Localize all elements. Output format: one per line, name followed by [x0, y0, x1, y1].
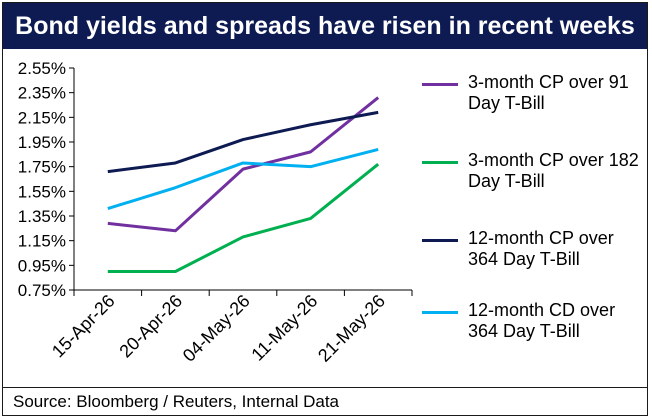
- x-tick-label: 11-May-26: [247, 291, 321, 365]
- y-tick-label: 2.15%: [18, 108, 66, 127]
- legend-swatch: [422, 311, 458, 314]
- y-tick-label: 2.55%: [18, 59, 66, 78]
- y-tick-label: 0.75%: [18, 281, 66, 300]
- legend-swatch: [422, 161, 458, 164]
- y-tick-label: 1.95%: [18, 133, 66, 152]
- series-line-1: [107, 96, 380, 233]
- y-tick-label: 0.95%: [18, 256, 66, 275]
- chart-title: Bond yields and spreads have risen in re…: [3, 3, 647, 49]
- y-tick-label: 1.55%: [18, 182, 66, 201]
- legend-swatch: [422, 83, 458, 86]
- legend-item: 3-month CP over 182 Day T-Bill: [418, 150, 648, 210]
- legend-item: 12-month CD over 364 Day T-Bill: [418, 300, 648, 360]
- x-tick-label: 21-May-26: [314, 291, 389, 366]
- x-tick-label: 20-Apr-26: [115, 291, 186, 362]
- y-tick-label: 2.35%: [18, 84, 66, 103]
- legend-item: 12-month CP over 364 Day T-Bill: [418, 228, 648, 288]
- legend-label: 3-month CP over 182 Day T-Bill: [468, 150, 639, 191]
- y-tick-label: 1.75%: [18, 158, 66, 177]
- y-tick-label: 1.35%: [18, 207, 66, 226]
- source-note: Source: Bloomberg / Reuters, Internal Da…: [3, 387, 647, 415]
- legend-label: 12-month CP over 364 Day T-Bill: [468, 228, 614, 269]
- legend-label: 3-month CP over 91 Day T-Bill: [468, 72, 629, 113]
- y-tick-label: 1.15%: [18, 232, 66, 251]
- legend-item: 3-month CP over 91 Day T-Bill: [418, 72, 648, 132]
- legend-label: 12-month CD over 364 Day T-Bill: [468, 300, 616, 341]
- x-tick-label: 04-May-26: [179, 291, 254, 366]
- series-line-3: [107, 110, 379, 174]
- x-tick-label: 15-Apr-26: [48, 291, 119, 362]
- legend-swatch: [422, 239, 458, 242]
- series-line-4: [107, 147, 379, 211]
- series-line-2: [107, 163, 380, 273]
